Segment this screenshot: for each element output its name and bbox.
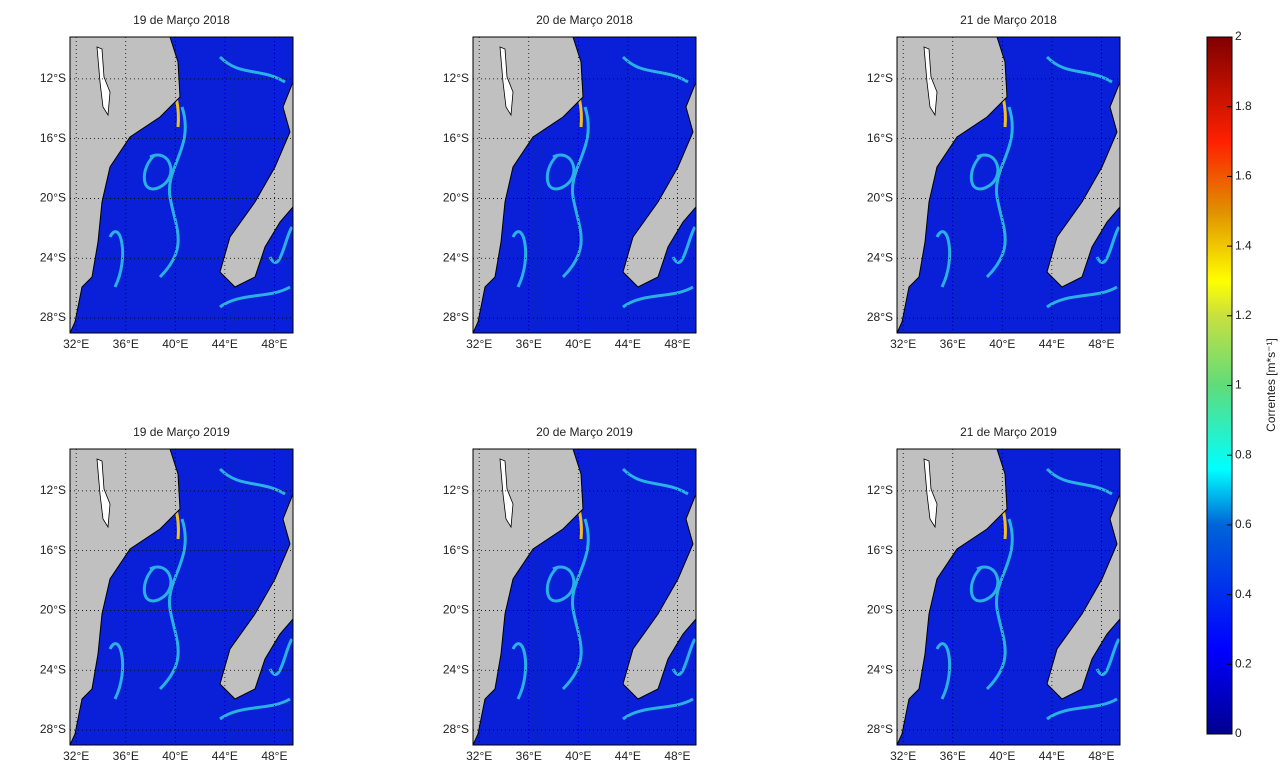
y-tick-label: 20°S xyxy=(443,191,469,205)
colorbar-tick-label: 2 xyxy=(1235,29,1242,43)
panel-title: 20 de Março 2019 xyxy=(536,425,633,439)
y-tick-label: 16°S xyxy=(867,131,893,145)
y-tick-label: 28°S xyxy=(40,722,66,736)
colorbar-tick-label: 1.8 xyxy=(1235,99,1252,113)
x-tick-label: 48°E xyxy=(261,337,287,351)
x-tick-label: 32°E xyxy=(466,337,492,351)
y-tick-label: 24°S xyxy=(867,250,893,264)
panel-title: 21 de Março 2019 xyxy=(960,425,1057,439)
y-tick-label: 20°S xyxy=(40,603,66,617)
x-tick-label: 48°E xyxy=(1088,749,1114,763)
x-tick-label: 36°E xyxy=(516,749,542,763)
x-tick-label: 44°E xyxy=(212,749,238,763)
x-tick-label: 36°E xyxy=(940,749,966,763)
map-panel: 20 de Março 2019 32°E 36°E 40°E 44°E 48°E 12°S… xyxy=(443,425,698,763)
y-tick-label: 24°S xyxy=(443,250,469,264)
x-tick-label: 44°E xyxy=(212,337,238,351)
panel-title: 20 de Março 2018 xyxy=(536,13,633,27)
map-panel: 21 de Março 2018 32°E 36°E 40°E 44°E 48°E 12°S… xyxy=(867,13,1122,351)
x-tick-label: 36°E xyxy=(113,749,139,763)
basemap xyxy=(471,447,698,747)
panel-frame xyxy=(472,448,697,746)
x-tick-label: 32°E xyxy=(63,749,89,763)
map-panel: 19 de Março 2019 32°E 36°E 40°E 44°E 48°E 12°S… xyxy=(40,425,295,763)
y-tick-label: 16°S xyxy=(40,543,66,557)
x-tick-label: 40°E xyxy=(989,749,1015,763)
basemap xyxy=(895,447,1122,747)
colorbar-tick-label: 1.6 xyxy=(1235,169,1252,183)
colorbar-tick-label: 0.2 xyxy=(1235,656,1252,670)
panel-title: 21 de Março 2018 xyxy=(960,13,1057,27)
colorbar-tick-label: 0 xyxy=(1235,726,1242,740)
y-tick-label: 16°S xyxy=(40,131,66,145)
y-tick-label: 12°S xyxy=(867,71,893,85)
y-tick-label: 28°S xyxy=(443,722,469,736)
y-tick-label: 24°S xyxy=(40,662,66,676)
panel-frame xyxy=(896,36,1121,334)
colorbar-tick-label: 1 xyxy=(1235,378,1242,392)
x-tick-label: 48°E xyxy=(1088,337,1114,351)
y-tick-label: 28°S xyxy=(40,310,66,324)
colorbar-tick-label: 1.4 xyxy=(1235,238,1252,252)
y-tick-label: 28°S xyxy=(443,310,469,324)
basemap xyxy=(471,35,698,335)
x-tick-label: 36°E xyxy=(516,337,542,351)
basemap xyxy=(895,35,1122,335)
y-tick-label: 24°S xyxy=(443,662,469,676)
y-tick-label: 12°S xyxy=(40,71,66,85)
y-tick-label: 12°S xyxy=(867,483,893,497)
map-panel: 20 de Março 2018 32°E 36°E 40°E 44°E 48°E 12°S… xyxy=(443,13,698,351)
x-tick-label: 48°E xyxy=(261,749,287,763)
x-tick-label: 32°E xyxy=(890,337,916,351)
y-tick-label: 24°S xyxy=(40,250,66,264)
y-tick-label: 20°S xyxy=(40,191,66,205)
x-tick-label: 40°E xyxy=(565,337,591,351)
colorbar-tick-label: 1.2 xyxy=(1235,308,1252,322)
panel-title: 19 de Março 2019 xyxy=(133,425,230,439)
panel-frame xyxy=(472,36,697,334)
y-tick-label: 20°S xyxy=(443,603,469,617)
map-panel: 21 de Março 2019 32°E 36°E 40°E 44°E 48°E 12°S… xyxy=(867,425,1122,763)
colorbar-tick-label: 0.4 xyxy=(1235,587,1252,601)
y-tick-label: 16°S xyxy=(443,543,469,557)
x-tick-label: 44°E xyxy=(1039,337,1065,351)
x-tick-label: 36°E xyxy=(940,337,966,351)
x-tick-label: 48°E xyxy=(664,337,690,351)
y-tick-label: 28°S xyxy=(867,722,893,736)
y-tick-label: 20°S xyxy=(867,603,893,617)
basemap xyxy=(68,35,295,335)
x-tick-label: 44°E xyxy=(615,749,641,763)
x-tick-label: 40°E xyxy=(162,749,188,763)
y-tick-label: 12°S xyxy=(443,483,469,497)
colorbar-tick-label: 0.8 xyxy=(1235,447,1252,461)
x-tick-label: 48°E xyxy=(664,749,690,763)
map-panel: 19 de Março 2018 32°E 36°E 40°E 44°E 48°E 12°S… xyxy=(40,13,295,351)
x-tick-label: 32°E xyxy=(466,749,492,763)
colorbar-label: Correntes [m*s⁻¹] xyxy=(1264,338,1278,432)
x-tick-label: 40°E xyxy=(989,337,1015,351)
panels: 19 de Março 2018 32°E 36°E 40°E 44°E 48°E 12°S… xyxy=(40,13,1122,763)
y-tick-label: 12°S xyxy=(443,71,469,85)
x-tick-label: 44°E xyxy=(615,337,641,351)
basemap xyxy=(68,447,295,747)
y-tick-label: 16°S xyxy=(443,131,469,145)
y-tick-label: 28°S xyxy=(867,310,893,324)
y-tick-label: 20°S xyxy=(867,191,893,205)
y-tick-label: 24°S xyxy=(867,662,893,676)
panel-frame xyxy=(69,448,294,746)
x-tick-label: 44°E xyxy=(1039,749,1065,763)
x-tick-label: 32°E xyxy=(890,749,916,763)
x-tick-label: 32°E xyxy=(63,337,89,351)
panel-frame xyxy=(896,448,1121,746)
x-tick-label: 36°E xyxy=(113,337,139,351)
panel-frame xyxy=(69,36,294,334)
x-tick-label: 40°E xyxy=(162,337,188,351)
colorbar-tick-label: 0.6 xyxy=(1235,517,1252,531)
panel-title: 19 de Março 2018 xyxy=(133,13,230,27)
y-tick-label: 12°S xyxy=(40,483,66,497)
y-tick-label: 16°S xyxy=(867,543,893,557)
x-tick-label: 40°E xyxy=(565,749,591,763)
